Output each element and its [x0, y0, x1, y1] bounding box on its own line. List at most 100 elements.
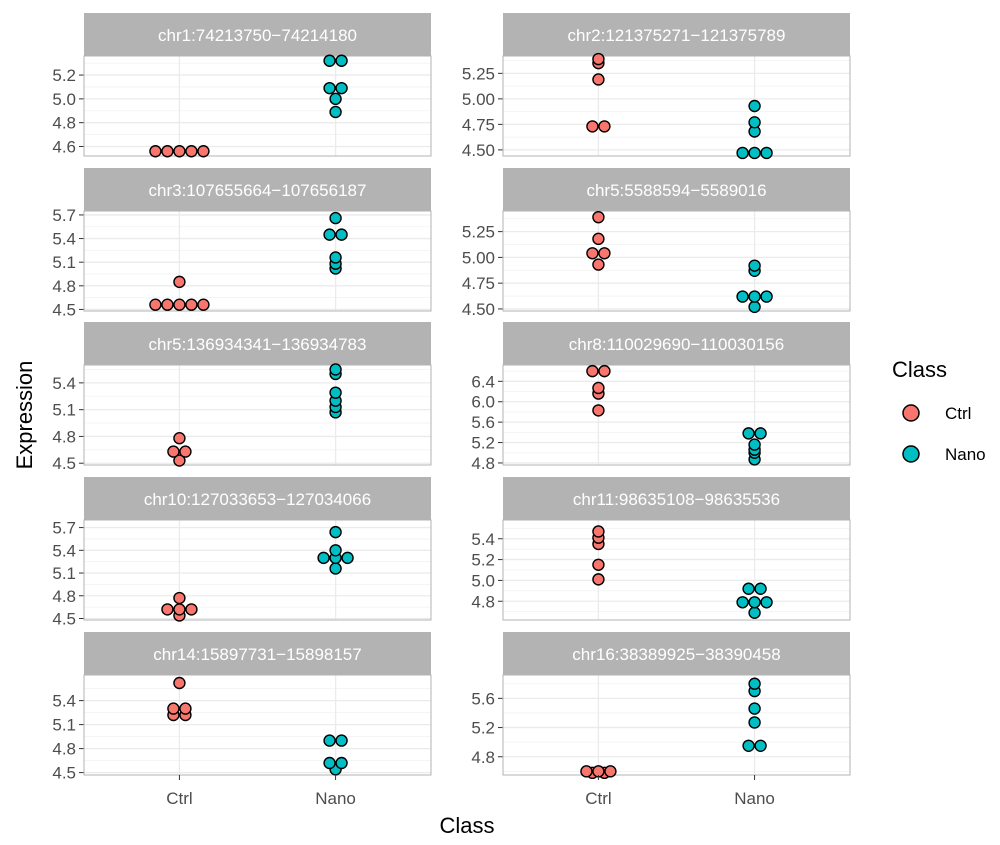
panel-border	[83, 55, 432, 157]
data-point-ctrl	[586, 120, 599, 133]
legend-items: Ctrl Nano	[902, 404, 986, 464]
data-point-ctrl	[173, 603, 186, 616]
legend-key-nano	[902, 445, 920, 463]
data-point-nano	[335, 228, 348, 241]
facet-strip	[84, 168, 431, 211]
data-point-nano	[754, 427, 767, 440]
data-point-ctrl	[592, 558, 605, 571]
x-tick-label: Ctrl	[585, 789, 611, 808]
panel-border	[502, 519, 851, 621]
y-tick-label: 4.8	[52, 587, 76, 606]
data-point-ctrl	[149, 145, 162, 158]
data-point-nano	[748, 290, 761, 303]
data-point-nano	[760, 290, 773, 303]
data-point-ctrl	[592, 525, 605, 538]
data-point-nano	[329, 525, 342, 539]
data-point-ctrl	[592, 232, 605, 246]
facet-strip	[503, 322, 850, 365]
data-point-ctrl	[598, 120, 611, 133]
data-point-nano	[748, 677, 761, 690]
data-point-ctrl	[604, 765, 617, 778]
data-point-nano	[736, 146, 749, 160]
y-tick-label: 5.6	[471, 689, 495, 708]
y-tick-label: 5.2	[471, 434, 495, 453]
y-tick-label: 4.50	[462, 141, 495, 160]
facet-title: chr8:110029690−110030156	[569, 335, 784, 354]
data-point-nano	[341, 551, 354, 565]
data-point-nano	[748, 259, 761, 272]
y-tick-label: 5.4	[52, 692, 76, 711]
x-tick-label: Ctrl	[166, 789, 192, 808]
y-tick-label: 4.5	[52, 300, 76, 319]
y-tick-label: 5.2	[52, 66, 76, 85]
facet-title: chr3:107655664−107656187	[149, 181, 367, 200]
y-tick-label: 5.4	[52, 374, 76, 393]
data-point-ctrl	[167, 445, 180, 458]
data-point-nano	[317, 551, 330, 565]
data-point-nano	[742, 427, 755, 440]
data-point-ctrl	[197, 145, 210, 158]
x-axis-title: Class	[439, 813, 494, 838]
data-point-ctrl	[173, 298, 186, 311]
y-tick-label: 5.00	[462, 248, 495, 267]
data-point-nano	[748, 716, 761, 729]
legend-label: Ctrl	[945, 404, 971, 423]
data-point-nano	[748, 146, 761, 160]
facet-panel: chr5:136934341−136934783 4.5 4.8 5.1 5.4	[52, 322, 432, 473]
legend-label: Nano	[945, 445, 986, 464]
data-point-ctrl	[173, 676, 186, 690]
y-tick-label: 5.4	[52, 230, 76, 249]
data-point-nano	[748, 300, 761, 314]
panel-border	[83, 674, 432, 776]
data-point-nano	[335, 734, 348, 747]
x-tick-label: Nano	[734, 789, 775, 808]
y-tick-label: 4.8	[52, 427, 76, 446]
facet-panel: chr3:107655664−107656187 4.5 4.8 5.1 5.4 5.7	[52, 168, 432, 319]
facet-title: chr5:5588594−5589016	[586, 181, 766, 200]
data-point-nano	[736, 290, 749, 303]
data-point-nano	[323, 81, 336, 95]
data-point-ctrl	[173, 454, 186, 467]
y-tick-label: 5.7	[52, 519, 76, 538]
data-point-nano	[329, 251, 342, 264]
y-tick-label: 6.0	[471, 393, 495, 412]
y-tick-label: 4.75	[462, 274, 495, 293]
facet-panel: chr1:74213750−74214180 4.6 4.8 5.0 5.2	[52, 13, 432, 158]
facet-strip	[84, 477, 431, 520]
data-point-nano	[736, 596, 749, 609]
data-point-ctrl	[586, 364, 599, 378]
facet-panel: chr11:98635108−98635536 4.8 5.05.2 5.4	[471, 477, 851, 621]
data-point-nano	[329, 386, 342, 399]
y-tick-label: 5.4	[471, 530, 495, 549]
y-tick-label: 5.1	[52, 716, 76, 735]
facet-title: chr1:74213750−74214180	[158, 26, 357, 45]
panel-border	[83, 210, 432, 312]
data-point-ctrl	[161, 298, 174, 311]
data-point-ctrl	[592, 404, 605, 417]
facet-title: chr11:98635108−98635536	[573, 490, 780, 509]
data-point-ctrl	[197, 298, 210, 311]
data-point-ctrl	[598, 364, 611, 378]
facet-panel: chr8:110029690−110030156 4.85.2 5.66.0 6.4	[471, 322, 851, 473]
y-tick-label: 4.5	[52, 764, 76, 783]
data-point-nano	[742, 739, 755, 753]
y-tick-label: 5.1	[52, 401, 76, 420]
data-point-ctrl	[592, 73, 605, 86]
y-tick-label: 5.1	[52, 253, 76, 272]
data-point-ctrl	[173, 145, 186, 158]
y-tick-label: 4.8	[52, 740, 76, 759]
facet-panel: chr10:127033653−127034066 4.5 4.8 5.1 5.4 5.7	[52, 477, 432, 628]
data-point-nano	[335, 54, 348, 67]
facet-strip	[503, 477, 850, 520]
panel-border	[502, 674, 851, 776]
facet-title: chr2:121375271−121375789	[568, 26, 786, 45]
y-tick-label: 5.2	[471, 719, 495, 738]
data-point-nano	[748, 596, 761, 609]
panel-border	[83, 364, 432, 466]
y-tick-label: 4.8	[52, 277, 76, 296]
data-point-nano	[329, 544, 342, 557]
data-point-ctrl	[161, 603, 174, 616]
data-point-ctrl	[592, 210, 605, 224]
